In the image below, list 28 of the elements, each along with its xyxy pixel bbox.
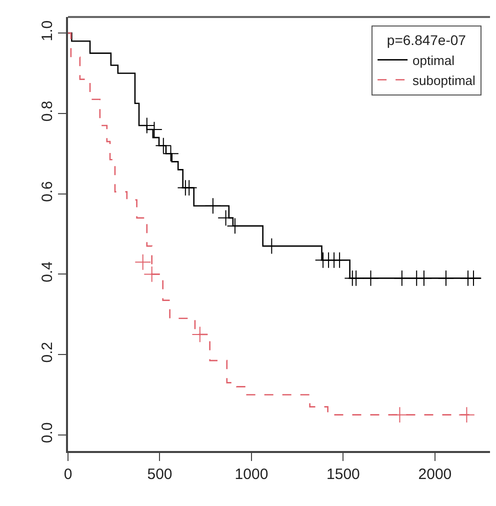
y-tick-label: 1.0: [39, 20, 56, 42]
point: [438, 270, 454, 286]
legend-title: p=6.847e-07: [386, 32, 466, 48]
point: [458, 406, 475, 424]
point: [362, 270, 379, 286]
point: [394, 270, 410, 286]
point: [180, 180, 198, 196]
point: [204, 198, 222, 214]
point: [465, 270, 482, 286]
y-tick-label: 0.8: [39, 100, 56, 122]
point: [348, 270, 364, 286]
y-tick-label: 0.6: [39, 181, 56, 202]
point: [331, 252, 348, 268]
y-tick-label: 0.0: [39, 422, 56, 444]
y-tick-label: 0.2: [39, 342, 56, 363]
x-tick-label: 500: [147, 466, 172, 483]
x-tick-label: 1000: [234, 466, 268, 483]
legend-label: suboptimal: [412, 72, 476, 88]
x-tick-label: 2000: [418, 466, 452, 483]
x-tick-label: 0: [64, 466, 72, 483]
point: [192, 326, 208, 343]
point: [134, 254, 152, 270]
point: [144, 266, 160, 282]
x-tick-label: 1500: [326, 466, 360, 483]
legend-label: optimal: [412, 52, 455, 68]
point: [392, 406, 408, 424]
point: [416, 270, 432, 286]
y-tick-label: 0.4: [39, 262, 56, 282]
